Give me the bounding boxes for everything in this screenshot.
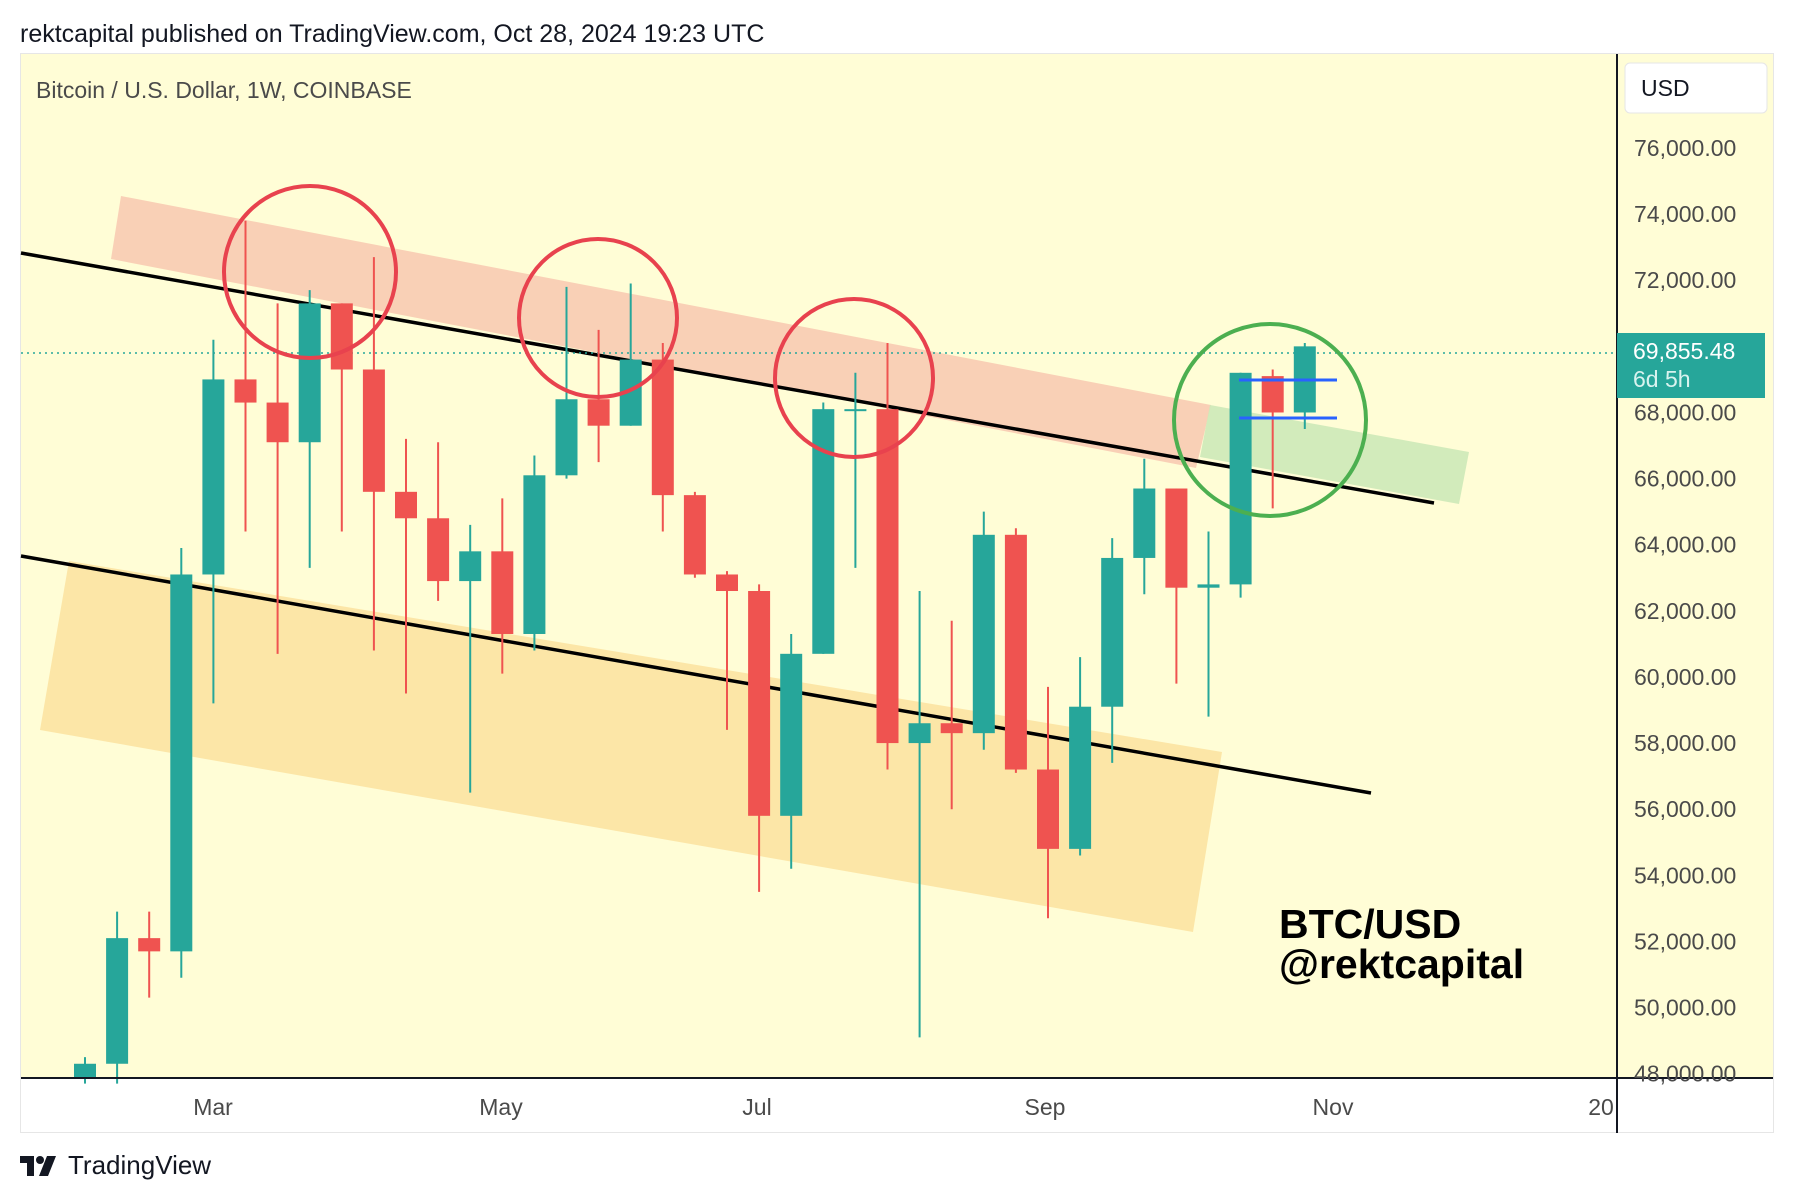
candles-group [74, 220, 1316, 1084]
y-tick-label: 50,000.00 [1634, 995, 1736, 1021]
tradingview-logo-text: TradingView [68, 1150, 212, 1180]
y-tick-label: 52,000.00 [1634, 928, 1736, 954]
y-tick-label: 64,000.00 [1634, 532, 1736, 558]
candle-body-down [587, 399, 610, 426]
candle-body-up [298, 303, 321, 443]
candle-body-down [1261, 376, 1284, 413]
candle-body-up [170, 574, 193, 952]
candle-body-down [427, 518, 450, 582]
x-tick-label: 20 [1588, 1094, 1614, 1120]
symbol-title: Bitcoin / U.S. Dollar, 1W, COINBASE [36, 77, 412, 103]
candle-body-down [748, 591, 771, 816]
upper-trendline [20, 251, 1435, 505]
x-tick-label: Sep [1025, 1094, 1066, 1120]
candle-body-down [362, 369, 385, 492]
y-tick-label: 72,000.00 [1634, 267, 1736, 293]
rejection-circle-3 [773, 297, 935, 459]
candle-body-down [266, 402, 289, 443]
candle-body-down [491, 551, 514, 634]
candle-body-down [330, 303, 353, 370]
currency-button-label: USD [1641, 75, 1690, 101]
candle-body-up [619, 359, 642, 426]
price-scale-background [1617, 54, 1773, 1078]
candle-body-up [1133, 488, 1156, 558]
y-tick-label: 54,000.00 [1634, 862, 1736, 888]
tradingview-logo-icon [20, 1155, 56, 1176]
candle-body-up [555, 399, 578, 476]
x-tick-label: May [479, 1094, 523, 1120]
currency-button[interactable] [1624, 62, 1768, 114]
last-price-value: 69,855.48 [1633, 338, 1735, 364]
y-tick-label: 68,000.00 [1634, 399, 1736, 425]
y-tick-label: 74,000.00 [1634, 201, 1736, 227]
rejection-circle-2 [517, 237, 679, 399]
support-zone [40, 561, 1222, 932]
candle-body-up [1069, 706, 1092, 849]
candle-body-down [1004, 534, 1027, 770]
lower-trendline [20, 554, 1372, 795]
candle-body-down [683, 495, 706, 575]
x-tick-label: Mar [193, 1094, 233, 1120]
candle-body-up [459, 551, 482, 582]
y-tick-label: 58,000.00 [1634, 730, 1736, 756]
resistance-zone [111, 196, 1211, 468]
candle-body-up [1197, 584, 1220, 588]
x-axis-ticks: Mar May Jul Sep Nov 20 [193, 1094, 1614, 1120]
candle-body-down [651, 359, 674, 496]
tradingview-logo[interactable]: TradingView [20, 1150, 211, 1181]
candle-body-down [234, 379, 257, 403]
publish-line: rektcapital published on TradingView.com… [20, 20, 765, 48]
y-tick-label: 60,000.00 [1634, 664, 1736, 690]
candle-body-up [812, 409, 835, 654]
candle-body-down [940, 723, 963, 734]
chart-frame [20, 53, 1774, 1133]
watermark-pair: BTC/USD [1279, 901, 1461, 947]
y-tick-label: 76,000.00 [1634, 135, 1736, 161]
candle-body-down [1165, 488, 1188, 588]
retest-zone [1200, 405, 1469, 504]
candle-body-down [716, 574, 738, 592]
candle-body-up [1101, 557, 1124, 707]
watermark-handle: @rektcapital [1279, 941, 1524, 987]
candle-body-up [972, 534, 995, 734]
breakout-circle [1172, 322, 1368, 518]
x-tick-label: Jul [742, 1094, 771, 1120]
candle-body-down [1037, 769, 1059, 849]
candle-countdown: 6d 5h [1633, 366, 1691, 392]
candle-body-down [876, 409, 899, 744]
rejection-circle-1 [222, 184, 398, 360]
y-tick-label: 62,000.00 [1634, 598, 1736, 624]
y-tick-label: 48,000.00 [1634, 1061, 1736, 1087]
candle-body-down [138, 938, 161, 952]
candle-body-down [395, 491, 417, 519]
x-tick-label: Nov [1313, 1094, 1354, 1120]
candle-body-up [1229, 372, 1252, 585]
candle-body-up [908, 723, 931, 744]
candle-body-up [780, 653, 803, 816]
last-price-tag [1617, 333, 1765, 398]
candle-body-up [106, 938, 129, 1064]
candle-body-up [523, 475, 546, 634]
y-tick-label: 56,000.00 [1634, 796, 1736, 822]
candle-body-up [844, 409, 867, 412]
candle-body-up [74, 1063, 96, 1077]
candle-body-up [202, 379, 225, 575]
y-axis-ticks: 76,000.00 74,000.00 72,000.00 68,000.00 66,0… [1634, 135, 1736, 1087]
y-tick-label: 66,000.00 [1634, 466, 1736, 492]
